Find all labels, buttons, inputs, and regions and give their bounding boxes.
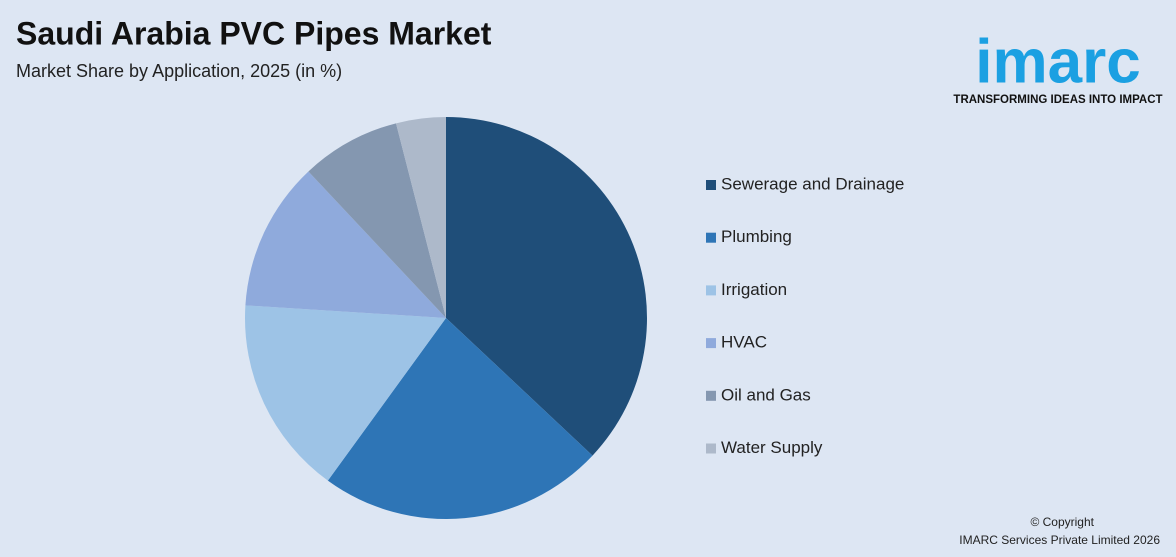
pie-slice — [244, 305, 446, 481]
legend-swatch — [706, 232, 716, 243]
pie-slice — [446, 117, 647, 456]
chart-subtitle: Market Share by Application, 2025 (in %) — [16, 61, 342, 81]
pie-slice — [327, 318, 593, 520]
logo: imarc — [975, 27, 1140, 96]
pie-slice — [245, 171, 446, 318]
pie-slice — [396, 117, 446, 318]
legend-swatch — [706, 285, 716, 296]
legend-swatch — [706, 338, 716, 349]
copyright: © Copyright — [1030, 515, 1094, 529]
legend-label: HVAC — [721, 333, 767, 352]
company: IMARC Services Private Limited 2026 — [959, 533, 1160, 547]
legend-label: Oil and Gas — [721, 385, 811, 404]
legend-label: Irrigation — [721, 280, 787, 299]
legend-swatch — [706, 443, 716, 454]
legend-swatch — [706, 390, 716, 401]
pie-slice — [308, 123, 446, 318]
legend-swatch — [706, 180, 716, 190]
chart-title: Saudi Arabia PVC Pipes Market — [16, 15, 492, 51]
legend-label: Sewerage and Drainage — [721, 174, 904, 193]
legend-label: Plumbing — [721, 227, 792, 246]
legend-label: Water Supply — [721, 438, 823, 457]
logo-tagline: TRANSFORMING IDEAS INTO IMPACT — [953, 94, 1162, 106]
